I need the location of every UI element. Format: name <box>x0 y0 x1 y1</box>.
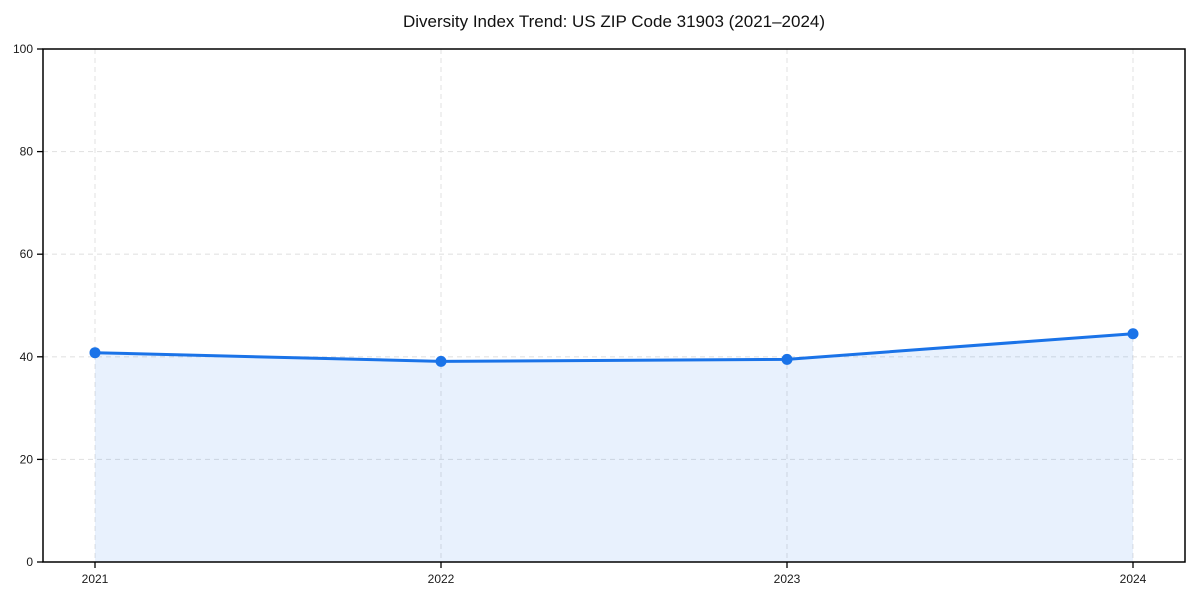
chart-title: Diversity Index Trend: US ZIP Code 31903… <box>402 12 826 31</box>
area-fill <box>95 333 1133 562</box>
y-axis-tick-label: 80 <box>20 145 34 159</box>
plot-frame <box>42 48 1186 563</box>
x-axis-tick-label: 2022 <box>428 572 455 586</box>
y-axis-tick-label: 20 <box>20 452 34 466</box>
data-point-marker <box>781 353 793 365</box>
data-point-marker <box>89 347 101 359</box>
trend-line <box>93 332 1135 363</box>
x-axis-tick-label: 2023 <box>774 572 801 586</box>
y-axis-tick-label: 40 <box>20 350 34 364</box>
x-axis-tick-label: 2024 <box>1120 572 1147 586</box>
y-axis-tick-label: 0 <box>26 555 33 569</box>
x-axis-tick-label: 2021 <box>82 572 109 586</box>
data-point-marker <box>1127 328 1139 340</box>
y-axis-tick-label: 60 <box>20 247 34 261</box>
data-point-marker <box>435 355 447 367</box>
y-axis-tick-label: 100 <box>13 42 33 56</box>
